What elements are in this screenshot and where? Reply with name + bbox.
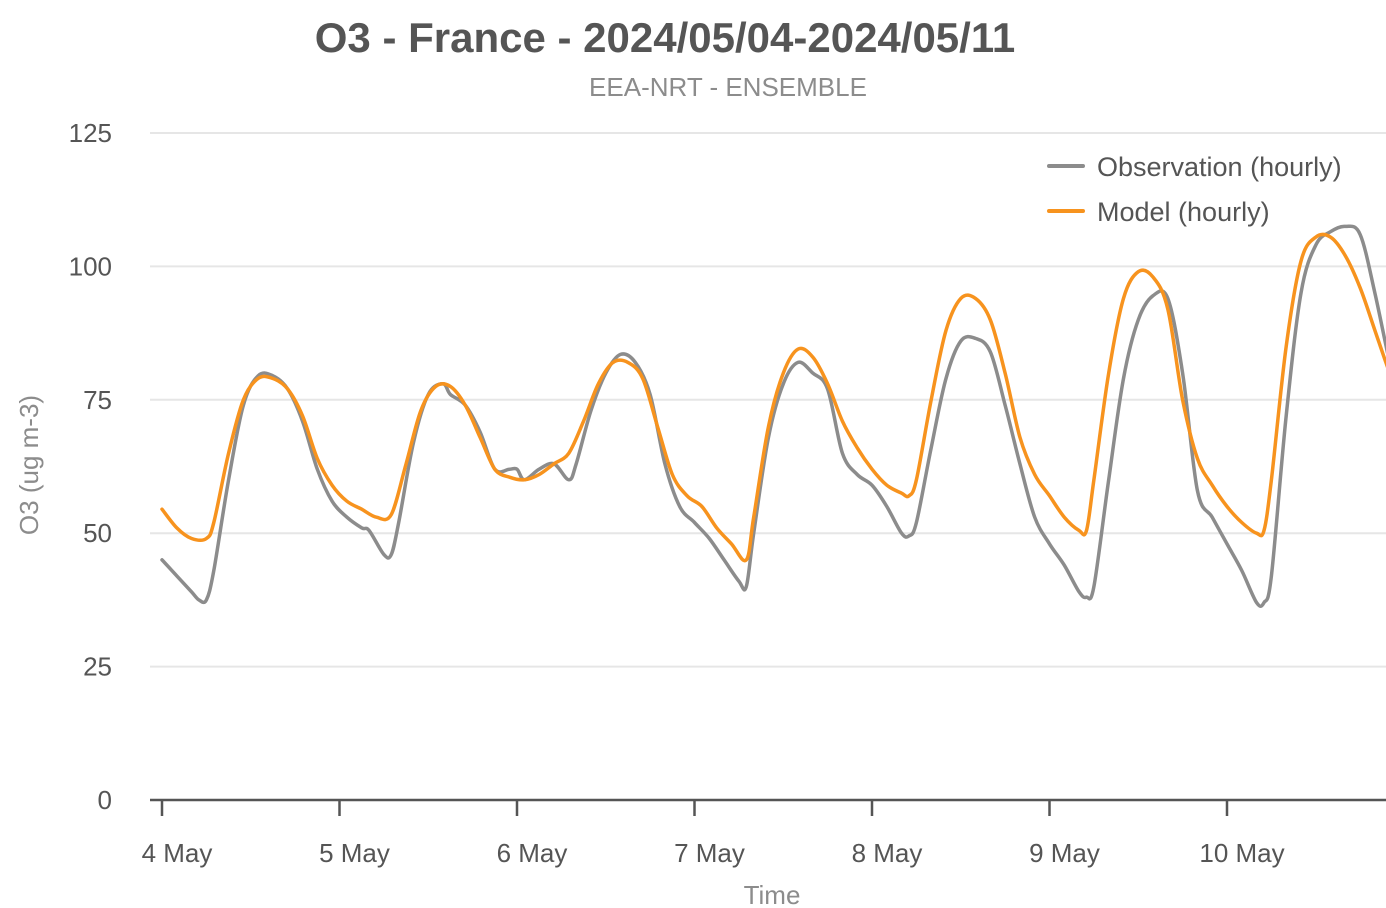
- legend: Observation (hourly) Model (hourly): [1047, 152, 1342, 227]
- legend-label: Observation (hourly): [1097, 152, 1342, 182]
- chart-title: O3 - France - 2024/05/04-2024/05/11: [315, 14, 1016, 61]
- x-tick-label: 9 May: [1029, 838, 1100, 868]
- y-axis-ticks: 0 25 50 75 100 125: [69, 118, 112, 815]
- x-tick-label: 8 May: [852, 838, 923, 868]
- y-tick-label: 0: [98, 785, 112, 815]
- y-tick-label: 25: [83, 652, 112, 682]
- y-tick-label: 75: [83, 385, 112, 415]
- x-tick-label: 7 May: [674, 838, 745, 868]
- y-tick-label: 125: [69, 118, 112, 148]
- legend-label: Model (hourly): [1097, 197, 1270, 227]
- x-tick-label: 4 May: [142, 838, 213, 868]
- series-line-observation: [160, 224, 1386, 608]
- x-tick-label: 6 May: [497, 838, 568, 868]
- x-axis: 4 May 5 May 6 May 7 May 8 May 9 May 10 May: [142, 798, 1386, 868]
- y-tick-label: 100: [69, 251, 112, 281]
- y-axis-title: O3 (ug m-3): [14, 395, 44, 535]
- series-line-model: [160, 232, 1386, 563]
- chart-subtitle: EEA-NRT - ENSEMBLE: [589, 72, 867, 102]
- x-tick-label: 5 May: [319, 838, 390, 868]
- plot-series: [160, 224, 1386, 608]
- gridlines: [150, 132, 1386, 668]
- legend-item[interactable]: Observation (hourly): [1047, 152, 1342, 182]
- x-tick-label: 10 May: [1199, 838, 1284, 868]
- y-tick-label: 50: [83, 518, 112, 548]
- legend-item[interactable]: Model (hourly): [1047, 197, 1270, 227]
- x-axis-title: Time: [744, 880, 801, 908]
